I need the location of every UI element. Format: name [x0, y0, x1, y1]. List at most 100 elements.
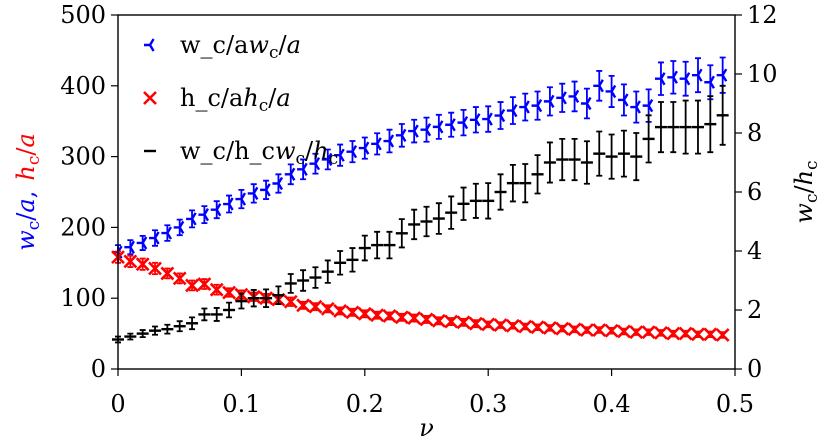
x-tick-label: 0.4	[593, 390, 631, 418]
data-point	[394, 310, 409, 325]
data-point	[334, 148, 345, 162]
data-point	[222, 285, 236, 300]
y-tick-label: 100	[60, 284, 106, 312]
y2-tick-label: 4	[747, 237, 762, 265]
y2-tick-label: 10	[747, 60, 778, 88]
data-point	[210, 203, 222, 217]
y2-tick-label: 6	[747, 178, 762, 206]
data-point	[555, 321, 570, 336]
data-point	[506, 103, 518, 118]
legend-marker	[143, 91, 157, 105]
data-point	[136, 236, 148, 250]
data-point	[568, 89, 580, 104]
data-point	[691, 68, 703, 82]
data-point	[419, 312, 434, 327]
data-point	[395, 128, 407, 142]
legend-label: w_c/h_cwc​/hc​	[180, 137, 338, 169]
data-point	[148, 261, 162, 276]
data-point	[283, 294, 298, 309]
data-point	[358, 141, 370, 155]
y-tick-label: 500	[60, 1, 106, 29]
data-point	[457, 115, 469, 130]
data-point	[469, 113, 481, 127]
data-point	[642, 99, 654, 113]
data-point	[431, 313, 446, 328]
data-point	[124, 240, 135, 254]
data-point	[223, 197, 234, 211]
data-point	[556, 91, 567, 105]
data-point	[482, 112, 493, 126]
data-point	[186, 212, 197, 226]
y-tick-label: 200	[60, 213, 106, 241]
legend-label: h_c/ahc​/a	[180, 84, 291, 116]
data-point	[481, 317, 496, 332]
y2-tick-label: 8	[747, 119, 762, 147]
data-point	[297, 162, 308, 176]
y-axis-label-part: hc​/a	[12, 133, 44, 180]
data-point	[198, 208, 210, 222]
data-point	[715, 328, 730, 342]
legend-marker	[144, 38, 155, 52]
data-point	[235, 192, 247, 206]
data-point	[530, 320, 545, 335]
y-tick-label: 400	[60, 72, 106, 100]
x-tick-label: 0.1	[222, 390, 260, 418]
data-point	[197, 277, 212, 291]
data-point	[445, 118, 456, 132]
data-point	[345, 305, 360, 320]
data-point	[580, 323, 594, 337]
data-point	[123, 254, 138, 269]
y-tick-label: 0	[91, 355, 106, 383]
x-tick-label: 0.5	[716, 390, 754, 418]
y-axis-label: wc​/a, hc​/a	[12, 133, 44, 251]
data-point	[617, 93, 629, 107]
data-point	[432, 120, 444, 134]
data-point	[678, 326, 693, 341]
data-point	[209, 282, 224, 297]
y2-tick-label: 2	[747, 296, 762, 324]
data-point	[518, 319, 533, 334]
data-point	[383, 134, 395, 148]
data-point	[592, 323, 607, 337]
y2-tick-label: 0	[747, 355, 762, 383]
data-point	[593, 79, 604, 93]
data-point	[629, 325, 644, 340]
data-point	[456, 315, 471, 330]
data-point	[247, 186, 259, 201]
data-point	[641, 325, 656, 340]
data-point	[371, 137, 382, 151]
y2-axis-label: wc​/hc​	[790, 160, 822, 223]
data-point	[703, 327, 718, 342]
data-point	[493, 318, 508, 333]
data-point	[654, 72, 666, 86]
y-tick-label: 300	[60, 143, 106, 171]
data-point	[284, 167, 296, 181]
data-point	[494, 108, 506, 123]
data-point	[320, 301, 335, 316]
data-point	[308, 299, 323, 314]
data-point	[260, 183, 271, 197]
data-point	[185, 278, 199, 293]
x-tick-label: 0	[110, 390, 125, 418]
plot-frame	[117, 14, 736, 370]
data-point	[679, 72, 691, 86]
data-point	[691, 327, 705, 342]
data-point	[580, 96, 592, 111]
data-point	[161, 226, 172, 240]
data-point	[408, 124, 419, 138]
data-point	[160, 266, 175, 281]
data-point	[333, 304, 348, 318]
y2-tick-label: 12	[747, 1, 778, 29]
data-point	[357, 306, 372, 321]
data-point	[296, 298, 311, 313]
data-point	[444, 314, 459, 329]
data-point	[149, 231, 160, 245]
data-point	[716, 68, 728, 82]
x-tick-label: 0.3	[469, 390, 507, 418]
data-point	[346, 145, 358, 159]
x-tick-label: 0.2	[346, 390, 384, 418]
y-axis-label-part: wc​/a,	[12, 191, 44, 251]
data-point	[531, 99, 543, 113]
data-point	[173, 220, 185, 235]
